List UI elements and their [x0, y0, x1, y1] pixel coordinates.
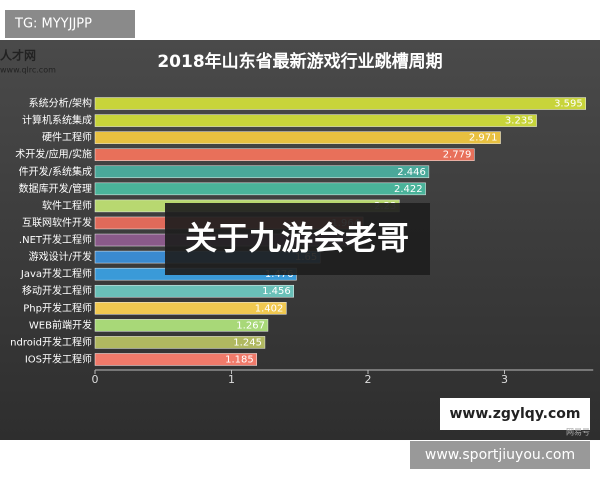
x-tick-label: 0 — [92, 373, 99, 386]
bar — [94, 284, 294, 298]
y-tick-label: ndroid开发工程师 — [10, 335, 92, 348]
bar — [94, 97, 586, 110]
x-tick-label: 2 — [365, 373, 372, 386]
bar — [94, 302, 287, 315]
bar — [94, 148, 475, 161]
value-label: 2.446 — [397, 167, 426, 178]
site-box — [440, 398, 590, 430]
y-tick-label: 游戏设计/开发 — [29, 250, 92, 263]
value-label: 3.595 — [554, 99, 583, 110]
y-tick-label: Php开发工程师 — [23, 301, 92, 314]
value-label: 1.185 — [225, 354, 254, 365]
bar — [94, 114, 537, 127]
banner: 关于九游会老哥 — [185, 219, 409, 257]
bar — [94, 131, 501, 144]
y-tick-label: 件开发/系统集成 — [19, 165, 92, 178]
y-tick-label: 互联网软件开发 — [22, 216, 92, 229]
bar — [94, 353, 258, 366]
chart-title: 2018年山东省最新游戏行业跳槽周期 — [157, 51, 442, 72]
value-label: 2.779 — [443, 150, 472, 161]
y-tick-label: 硬件工程师 — [42, 131, 92, 144]
value-label: 3.235 — [505, 116, 534, 127]
y-tick-label: 数据库开发/管理 — [19, 182, 92, 195]
footer: www.sportjiuyou.com — [425, 447, 575, 463]
value-label: 2.422 — [394, 184, 423, 195]
y-tick-label: WEB前端开发 — [29, 318, 92, 331]
x-tick-label: 1 — [228, 373, 235, 386]
bar — [94, 319, 269, 332]
logo: 人才网 — [0, 48, 36, 63]
bar — [94, 165, 430, 179]
y-tick-label: Java开发工程师 — [20, 267, 92, 280]
y-tick-label: 软件工程师 — [42, 199, 92, 212]
banner-box — [165, 203, 430, 275]
footer-box — [410, 441, 590, 469]
source: 网易号 — [566, 428, 590, 437]
bar — [94, 336, 266, 349]
y-tick-label: IOS开发工程师 — [25, 352, 92, 365]
y-tick-label: 系统分析/架构 — [29, 97, 92, 110]
y-tick-label: 术开发/应用/实施 — [15, 148, 92, 161]
value-label: 1.267 — [236, 320, 265, 331]
y-tick-label: 计算机系统集成 — [22, 114, 92, 127]
value-label: 1.245 — [233, 337, 262, 348]
value-label: 1.456 — [262, 286, 291, 297]
y-tick-label: .NET开发工程师 — [19, 233, 92, 246]
y-tick-label: 移动开发工程师 — [22, 284, 92, 297]
bar — [94, 182, 426, 196]
tag: TG: MYYJJPP — [14, 17, 92, 32]
value-label: 1.402 — [255, 303, 284, 314]
value-label: 2.971 — [469, 133, 498, 144]
x-tick-label: 3 — [501, 373, 508, 386]
logo-url: www.qlrc.com — [0, 66, 56, 75]
site: www.zgylqy.com — [449, 406, 580, 422]
tag-box — [5, 10, 135, 38]
